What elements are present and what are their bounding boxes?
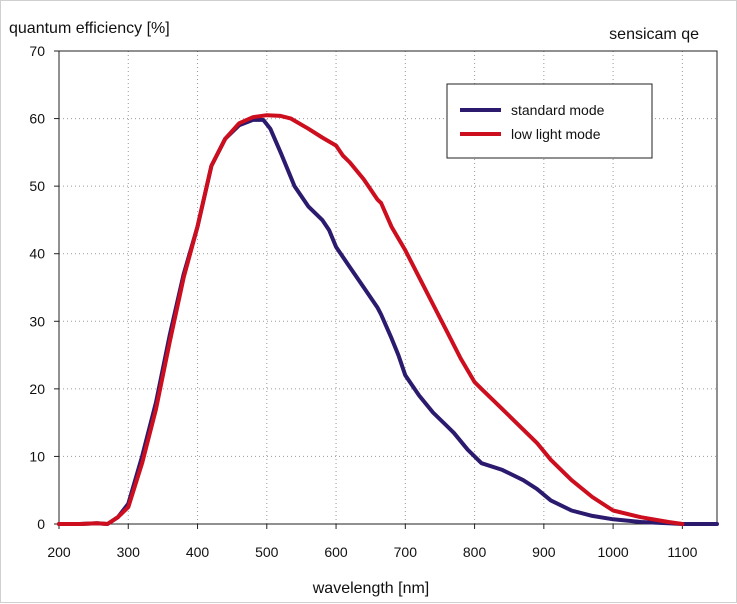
x-tick-label: 1100 xyxy=(667,544,697,560)
x-tick-label: 800 xyxy=(463,544,487,560)
chart-title: sensicam qe xyxy=(609,26,699,43)
x-tick-label: 700 xyxy=(394,544,418,560)
legend: standard mode low light mode xyxy=(446,83,653,159)
legend-label-standard-mode: standard mode xyxy=(511,102,605,118)
tick-layer: 200 300 400 500 600 700 800 900 1000 1100 0 10 20 30 4… xyxy=(29,43,697,560)
x-tick-label: 400 xyxy=(186,544,210,560)
x-tick-label: 500 xyxy=(255,544,279,560)
x-tick-label: 900 xyxy=(532,544,556,560)
x-axis-label: wavelength [nm] xyxy=(312,580,430,597)
legend-label-low-light-mode: low light mode xyxy=(511,126,601,142)
y-tick-label: 0 xyxy=(37,516,45,532)
y-tick-label: 70 xyxy=(29,43,45,59)
y-tick-label: 30 xyxy=(29,313,45,329)
series-line-standard-mode xyxy=(57,117,719,526)
x-tick-label: 600 xyxy=(324,544,348,560)
y-axis-label: quantum efficiency [%] xyxy=(9,20,170,37)
plot-area xyxy=(58,50,718,525)
grid-layer xyxy=(59,51,717,524)
x-tick-label: 300 xyxy=(117,544,141,560)
series-layer xyxy=(57,113,719,526)
legend-box xyxy=(446,83,653,159)
series-line-low-light-mode xyxy=(57,113,685,526)
y-tick-label: 20 xyxy=(29,381,45,397)
y-tick-label: 40 xyxy=(29,246,45,262)
y-tick-label: 50 xyxy=(29,178,45,194)
x-tick-label: 200 xyxy=(47,544,71,560)
y-tick-label: 60 xyxy=(29,111,45,127)
y-tick-label: 10 xyxy=(29,448,45,464)
x-tick-label: 1000 xyxy=(598,544,629,560)
